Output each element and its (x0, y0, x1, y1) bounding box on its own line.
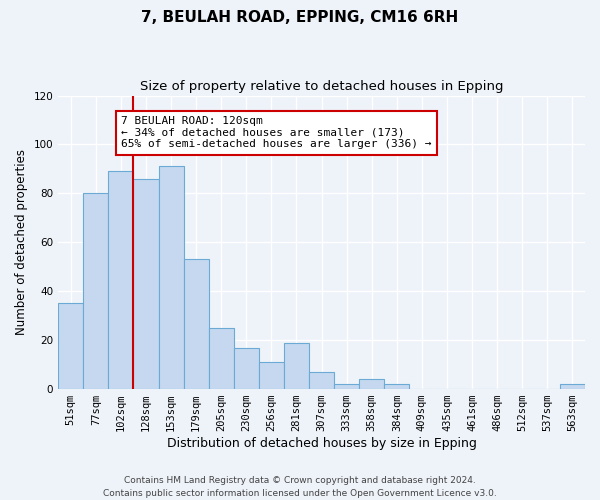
Bar (560, 384, 585, 389)
Bar (259, 362, 284, 389)
Bar (309, 372, 334, 389)
Bar (359, 380, 385, 389)
Title: Size of property relative to detached houses in Epping: Size of property relative to detached ho… (140, 80, 503, 93)
X-axis label: Distribution of detached houses by size in Epping: Distribution of detached houses by size … (167, 437, 476, 450)
Y-axis label: Number of detached properties: Number of detached properties (15, 150, 28, 336)
Text: Contains HM Land Registry data © Crown copyright and database right 2024.
Contai: Contains HM Land Registry data © Crown c… (103, 476, 497, 498)
Bar (109, 172, 133, 389)
Text: 7, BEULAH ROAD, EPPING, CM16 6RH: 7, BEULAH ROAD, EPPING, CM16 6RH (142, 10, 458, 25)
Bar (158, 166, 184, 389)
Bar (83, 194, 109, 389)
Bar (385, 384, 409, 389)
Bar (284, 342, 309, 389)
Bar (184, 260, 209, 389)
Bar (234, 348, 259, 389)
Bar (334, 384, 359, 389)
Bar (58, 304, 83, 389)
Bar (209, 328, 234, 389)
Bar (133, 178, 158, 389)
Text: 7 BEULAH ROAD: 120sqm
← 34% of detached houses are smaller (173)
65% of semi-det: 7 BEULAH ROAD: 120sqm ← 34% of detached … (121, 116, 432, 150)
